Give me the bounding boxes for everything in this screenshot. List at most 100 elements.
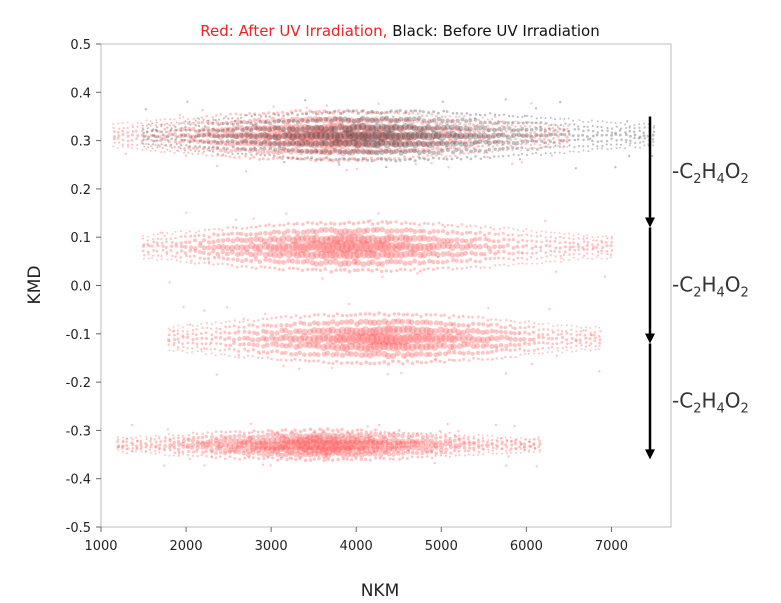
scatter-point — [508, 330, 514, 335]
scatter-point — [634, 141, 637, 144]
scatter-point — [462, 134, 468, 140]
scatter-point — [400, 222, 404, 226]
scatter-point — [177, 442, 182, 447]
scatter-point — [126, 134, 130, 138]
scatter-point — [395, 318, 402, 325]
scatter-point — [421, 118, 427, 123]
scatter-point — [261, 430, 265, 434]
scatter-point — [295, 156, 299, 161]
scatter-point — [153, 134, 157, 138]
scatter-point — [308, 439, 321, 451]
scatter-point — [176, 149, 179, 152]
scatter-point — [380, 326, 390, 336]
scatter-point — [520, 149, 523, 152]
scatter-point — [464, 243, 471, 250]
scatter-point — [313, 148, 319, 154]
scatter-point — [298, 358, 302, 362]
scatter-point — [425, 235, 433, 243]
scatter-point — [247, 431, 251, 435]
scatter-point — [364, 118, 370, 125]
scatter-point — [426, 267, 430, 271]
scatter-point — [249, 225, 253, 229]
scatter-point — [398, 150, 404, 156]
scatter-point — [312, 351, 317, 357]
scatter-point — [283, 122, 292, 131]
scatter-point — [552, 141, 555, 145]
scatter-point — [533, 352, 536, 355]
scatter-point — [324, 156, 328, 160]
scatter-point — [365, 158, 370, 162]
scatter-point — [500, 129, 503, 133]
scatter-point — [565, 349, 568, 352]
scatter-point — [307, 359, 311, 363]
chart-title: Red: After UV Irradiation, Black: Before… — [200, 22, 599, 40]
scatter-point — [263, 441, 273, 451]
scatter-point — [474, 265, 478, 268]
scatter-point — [145, 138, 148, 141]
scatter-point — [272, 134, 276, 137]
scatter-point — [432, 442, 439, 449]
scatter-point — [392, 157, 397, 161]
scatter-point — [377, 241, 388, 252]
scatter-point — [322, 360, 326, 364]
scatter-point — [523, 348, 526, 352]
scatter-point — [383, 111, 387, 115]
scatter-point — [514, 355, 517, 359]
scatter-point — [610, 147, 613, 150]
scatter-point — [494, 348, 499, 353]
scatter-point — [316, 131, 325, 140]
scatter-point — [403, 227, 409, 233]
scatter-point — [433, 358, 437, 362]
scatter-point — [472, 128, 477, 133]
scatter-point — [589, 331, 592, 334]
scatter-point — [489, 350, 494, 354]
scatter-point — [467, 128, 472, 133]
scatter-point — [295, 230, 301, 236]
scatter-point — [389, 220, 393, 225]
scatter-point — [488, 156, 492, 160]
scatter-point — [491, 452, 494, 455]
scatter-point — [349, 131, 359, 142]
scatter-point — [639, 146, 641, 149]
scatter-point — [315, 138, 325, 148]
scatter-point — [270, 316, 273, 320]
scatter-point — [524, 321, 527, 324]
scatter-point — [279, 241, 289, 251]
scatter-point — [414, 319, 421, 326]
scatter-point — [527, 352, 530, 355]
scatter-point — [237, 147, 242, 153]
scatter-point — [533, 438, 536, 441]
scatter-point — [601, 235, 604, 238]
scatter-point — [302, 241, 313, 252]
scatter-point — [280, 440, 291, 451]
scatter-point — [504, 372, 508, 375]
scatter-point — [161, 136, 164, 140]
scatter-point — [315, 124, 325, 134]
scatter-point — [485, 133, 491, 139]
scatter-point — [544, 231, 547, 233]
scatter-point — [555, 336, 559, 341]
scatter-point — [591, 139, 594, 143]
scatter-point — [261, 452, 266, 458]
x-tick-label: 1000 — [84, 539, 117, 554]
scatter-point — [192, 117, 195, 120]
scatter-point — [154, 128, 158, 132]
scatter-point — [274, 243, 284, 253]
scatter-point — [211, 154, 214, 157]
scatter-point — [632, 130, 636, 134]
scatter-point — [253, 257, 259, 262]
scatter-point — [573, 138, 577, 142]
scatter-point — [439, 147, 443, 152]
scatter-point — [624, 131, 627, 134]
scatter-point — [195, 445, 200, 450]
scatter-point — [500, 447, 504, 450]
scatter-point — [246, 447, 253, 454]
scatter-point — [342, 440, 354, 452]
scatter-point — [417, 155, 420, 158]
scatter-point — [407, 250, 415, 258]
scatter-point — [281, 230, 287, 236]
scatter-point — [604, 241, 608, 244]
scatter-point — [226, 226, 229, 229]
scatter-point — [172, 341, 176, 345]
scatter-point — [453, 140, 459, 146]
